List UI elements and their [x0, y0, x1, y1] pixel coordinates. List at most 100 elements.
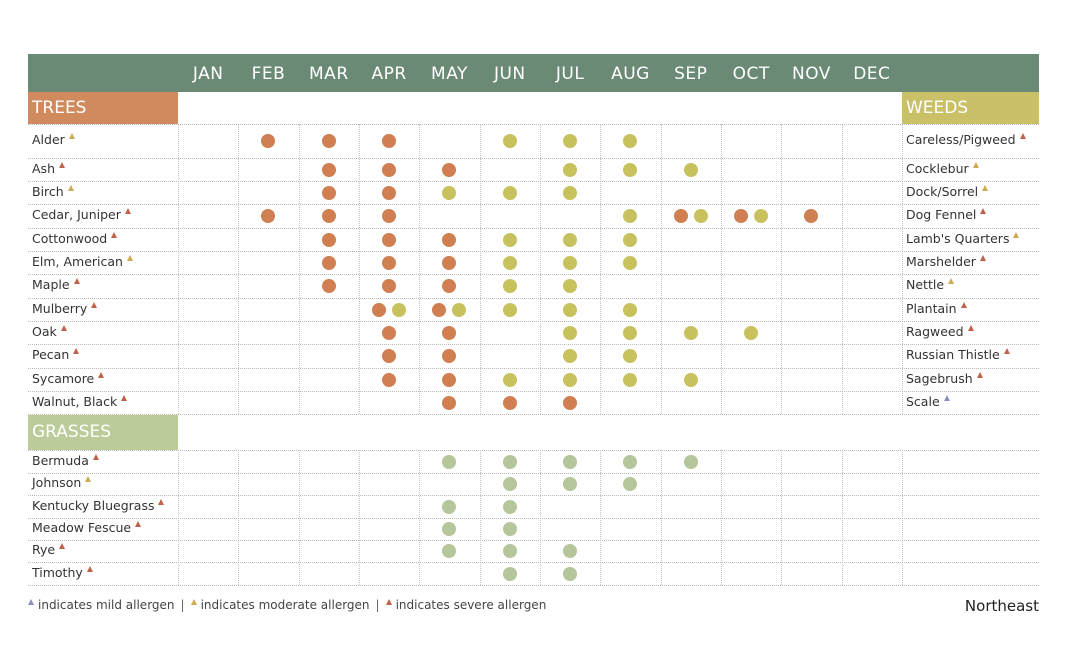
legend-mild-text: indicates mild allergen [38, 598, 175, 612]
severe-severity-icon [124, 208, 131, 214]
grid-column-line [178, 450, 179, 585]
row-label-text: Careless/Pigweed [906, 132, 1016, 147]
grid-column-line [178, 124, 179, 414]
grid-row-line [28, 585, 1039, 586]
weed-pollen-dot [683, 372, 698, 387]
grass-pollen-dot [442, 544, 457, 558]
moderate-severity-icon [68, 133, 75, 139]
weed-row-label: Nettle [906, 277, 955, 292]
grid-column-line [720, 450, 722, 585]
month-label-jan: JAN [192, 64, 224, 84]
moderate-severity-icon [948, 278, 955, 284]
grasses-section-label: GRASSES [28, 415, 178, 450]
tree-pollen-dot [442, 255, 457, 270]
month-header-bar [28, 54, 1039, 92]
grid-column-line [600, 124, 602, 414]
moderate-severity-icon [85, 476, 92, 482]
grass-row-label: Bermuda [32, 453, 99, 468]
grid-column-line [539, 124, 541, 414]
weed-pollen-dot [563, 302, 578, 317]
grid-column-line [841, 450, 843, 585]
grid-row-line [28, 540, 1039, 541]
weed-pollen-dot [563, 134, 578, 148]
severe-severity-icon [135, 521, 142, 527]
tree-pollen-dot [442, 279, 457, 293]
row-label-text: Birch [32, 183, 64, 199]
weed-pollen-dot [623, 134, 638, 148]
tree-pollen-dot [382, 255, 397, 270]
row-label-text: Kentucky Bluegrass [32, 497, 155, 513]
weed-row-label: Plantain [906, 301, 967, 316]
month-label-sep: SEP [674, 64, 708, 84]
grid-column-line [479, 124, 481, 414]
tree-pollen-dot [502, 395, 517, 410]
grass-row-label: Timothy [32, 565, 93, 580]
weed-pollen-dot [502, 302, 517, 317]
grass-pollen-dot [683, 454, 698, 469]
weed-pollen-dot [502, 279, 517, 293]
trees-section-label: TREES [28, 92, 178, 124]
weed-pollen-dot [502, 185, 517, 200]
tree-row-label: Elm, American [32, 254, 133, 269]
grid-row-line [28, 518, 1039, 519]
mild-triangle-icon [28, 599, 34, 605]
weed-pollen-dot [623, 255, 638, 270]
tree-pollen-dot [442, 325, 457, 340]
grid-column-line [358, 450, 360, 585]
grid-row-line [28, 495, 1039, 496]
severe-severity-icon [91, 301, 98, 308]
weed-pollen-dot [683, 325, 698, 340]
weed-pollen-dot [563, 349, 578, 363]
grass-pollen-dot [563, 566, 578, 581]
moderate-severity-icon [1013, 231, 1020, 238]
month-label-nov: NOV [791, 64, 831, 84]
grass-pollen-dot [442, 522, 457, 536]
grid-row-line [28, 344, 1039, 345]
row-label-text: Johnson [32, 475, 82, 490]
tree-pollen-dot [321, 185, 336, 200]
weed-pollen-dot [392, 302, 407, 317]
row-label-text: Rye [32, 542, 56, 557]
row-label-text: Dock/Sorrel [906, 183, 979, 199]
weed-row-label: Lamb's Quarters [906, 231, 1020, 246]
grid-column-line [539, 450, 541, 585]
legend-moderate-text: indicates moderate allergen [200, 598, 370, 612]
row-label-text: Meadow Fescue [32, 520, 132, 535]
grid-column-line [238, 450, 240, 585]
grid-column-line [419, 124, 421, 414]
grid-column-line [298, 124, 300, 414]
tree-pollen-dot [734, 209, 749, 223]
row-label-text: Marshelder [906, 253, 976, 269]
tree-pollen-dot [321, 232, 336, 247]
moderate-severity-icon [67, 184, 74, 191]
tree-pollen-dot [442, 395, 457, 410]
weed-row-label: Sagebrush [906, 371, 983, 386]
grid-row-line [28, 414, 1039, 415]
severe-severity-icon [59, 543, 66, 549]
grass-pollen-dot [563, 544, 578, 558]
weed-row-label: Dog Fennel [906, 207, 987, 222]
weed-pollen-dot [442, 185, 457, 200]
tree-row-label: Ash [32, 161, 65, 176]
weed-row-label: Careless/Pigweed [906, 132, 1026, 147]
weed-pollen-dot [744, 325, 759, 340]
row-label-text: Maple [32, 277, 70, 292]
grid-row-line [28, 391, 1039, 392]
weed-pollen-dot [563, 232, 578, 247]
weed-pollen-dot [502, 232, 517, 247]
weed-pollen-dot [563, 325, 578, 340]
tree-pollen-dot [382, 325, 397, 340]
severe-severity-icon [1003, 348, 1010, 354]
tree-pollen-dot [261, 134, 276, 148]
grass-pollen-dot [442, 454, 457, 469]
grid-row-line [28, 124, 1039, 125]
weed-pollen-dot [563, 185, 578, 200]
grid-column-line [841, 124, 843, 414]
region-label: Northeast [964, 597, 1039, 615]
tree-row-label: Pecan [32, 347, 80, 362]
grid-row-line [28, 368, 1039, 369]
row-label-text: Pecan [32, 347, 70, 362]
tree-row-label: Maple [32, 277, 80, 292]
weed-pollen-dot [563, 162, 578, 177]
weed-pollen-dot [693, 209, 708, 223]
